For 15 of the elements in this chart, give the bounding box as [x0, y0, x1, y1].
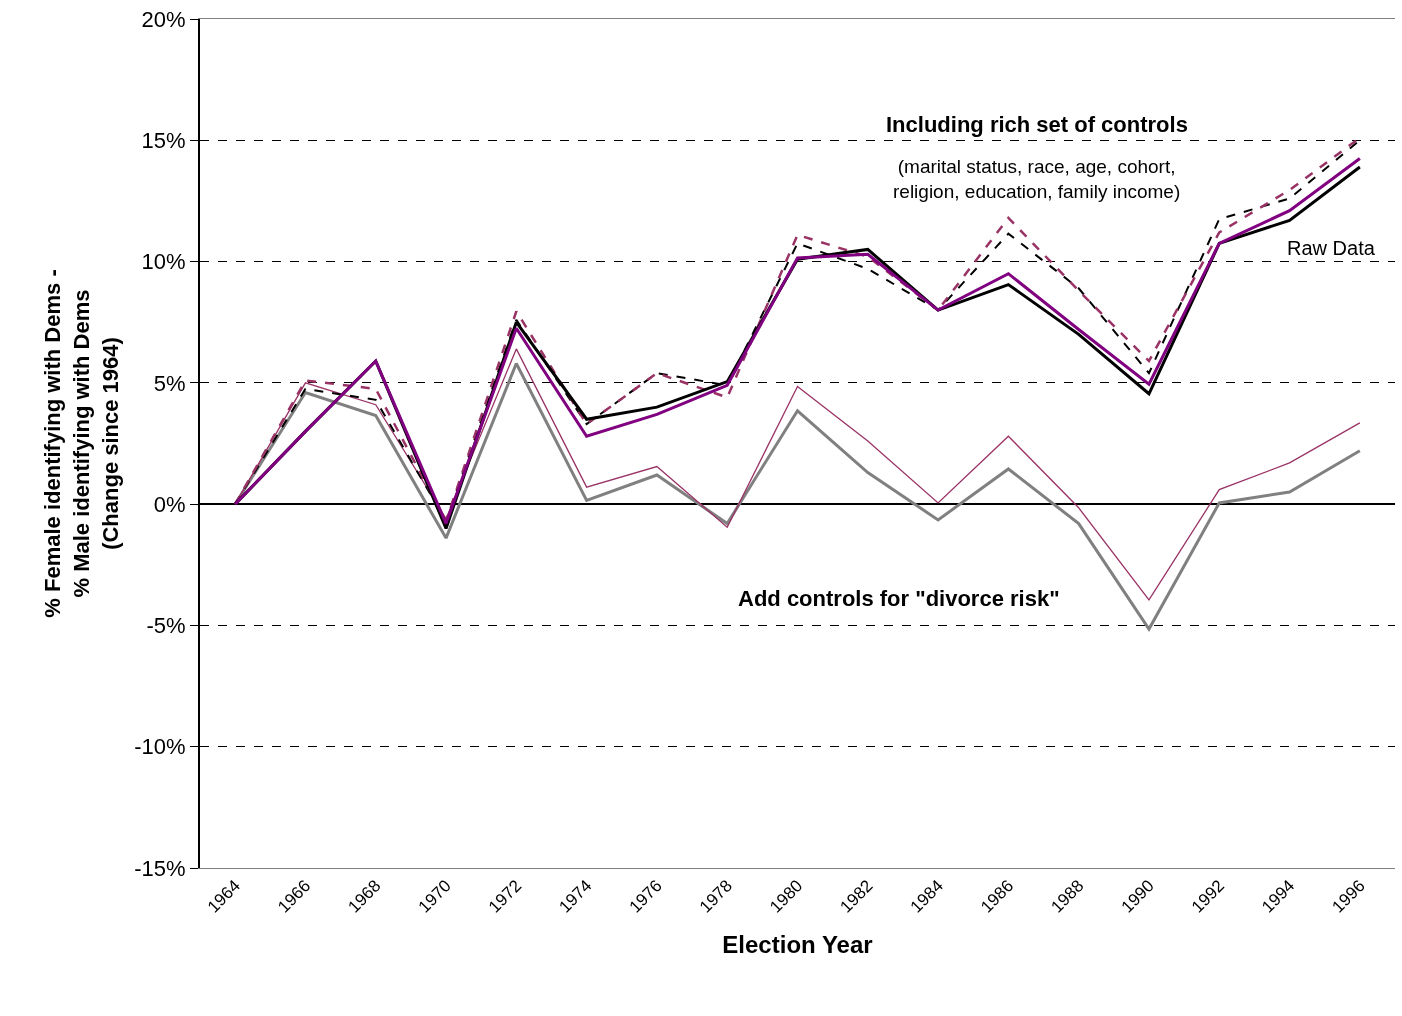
y-tick-label: -10%: [134, 734, 186, 760]
annotation: Raw Data: [1287, 237, 1376, 259]
x-axis-title: Election Year: [722, 930, 873, 958]
y-tick-label: 5%: [153, 370, 186, 396]
y-axis-title: % Female identifying with Dems - % Male identifying with Dems (Change since 1964): [40, 269, 123, 618]
annotation: Including rich set of controls: [886, 112, 1188, 137]
y-tick-label: 0%: [153, 491, 186, 517]
y-tick-label: 15%: [141, 127, 186, 153]
y-tick-label: 20%: [141, 6, 186, 32]
annotation: (marital status, race, age, cohort, religion, education, family income): [893, 156, 1181, 202]
annotation: Add controls for "divorce risk": [738, 586, 1060, 611]
y-tick-label: -15%: [134, 855, 186, 881]
y-tick-label: 10%: [141, 249, 186, 275]
line-series: [233, 361, 1362, 631]
y-tick-label: -5%: [146, 613, 186, 639]
